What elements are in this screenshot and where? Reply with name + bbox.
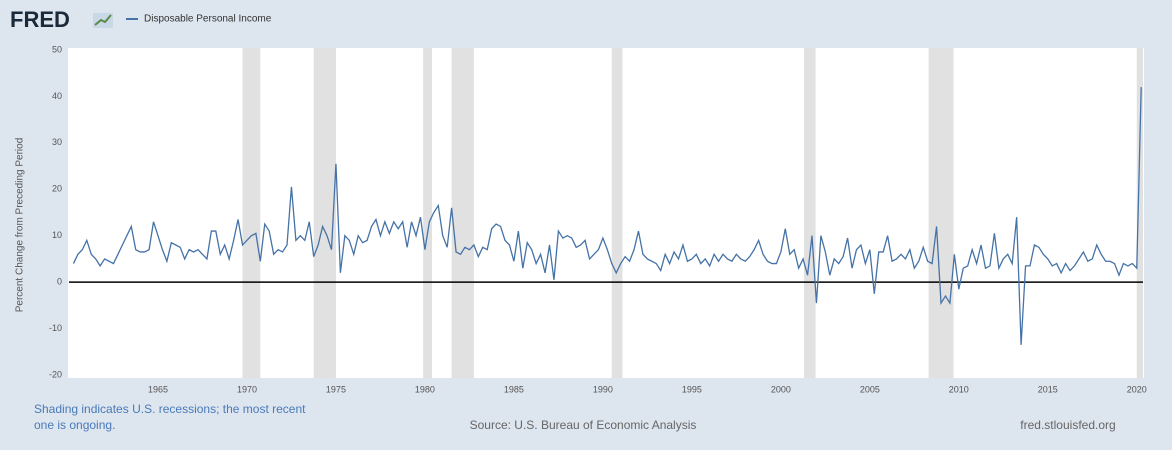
x-tick-label: 1970 bbox=[237, 384, 257, 394]
y-tick-label: 30 bbox=[52, 137, 62, 147]
x-tick-label: 2010 bbox=[949, 384, 969, 394]
x-tick-label: 1980 bbox=[415, 384, 435, 394]
x-tick-label: 2015 bbox=[1038, 384, 1058, 394]
x-tick-label: 2000 bbox=[771, 384, 791, 394]
recession-band bbox=[803, 48, 816, 378]
recession-band bbox=[1136, 48, 1143, 378]
recession-band bbox=[242, 48, 261, 378]
y-axis-label: Percent Change from Preceding Period bbox=[15, 138, 26, 313]
x-tick-label: 1975 bbox=[326, 384, 346, 394]
brand-logo: FRED bbox=[10, 7, 70, 32]
x-tick-label: 1965 bbox=[148, 384, 168, 394]
y-tick-label: -10 bbox=[49, 323, 62, 333]
source: Source: U.S. Bureau of Economic Analysis bbox=[470, 418, 697, 432]
x-tick-label: 2005 bbox=[860, 384, 880, 394]
plot-area bbox=[68, 48, 1144, 378]
data-line bbox=[72, 87, 1142, 345]
recession-note: Shading indicates U.S. recessions; the m… bbox=[34, 402, 306, 432]
y-tick-label: 0 bbox=[57, 277, 62, 287]
x-tick-label: 1995 bbox=[682, 384, 702, 394]
recession-band bbox=[611, 48, 623, 378]
legend-label: Disposable Personal Income bbox=[144, 14, 272, 25]
recession-band bbox=[928, 48, 954, 378]
y-tick-label: 10 bbox=[52, 230, 62, 240]
x-tick-label: 1990 bbox=[593, 384, 613, 394]
x-tick-label: 1985 bbox=[504, 384, 524, 394]
y-tick-label: 50 bbox=[52, 44, 62, 54]
recession-band bbox=[423, 48, 433, 378]
logo-icon bbox=[93, 13, 113, 28]
y-tick-label: -20 bbox=[49, 369, 62, 379]
site-url: fred.stlouisfed.org bbox=[1020, 418, 1115, 432]
y-tick-label: 20 bbox=[52, 184, 62, 194]
recession-band bbox=[451, 48, 474, 378]
x-tick-label: 2020 bbox=[1127, 384, 1147, 394]
y-tick-label: 40 bbox=[52, 91, 62, 101]
recession-band bbox=[313, 48, 336, 378]
